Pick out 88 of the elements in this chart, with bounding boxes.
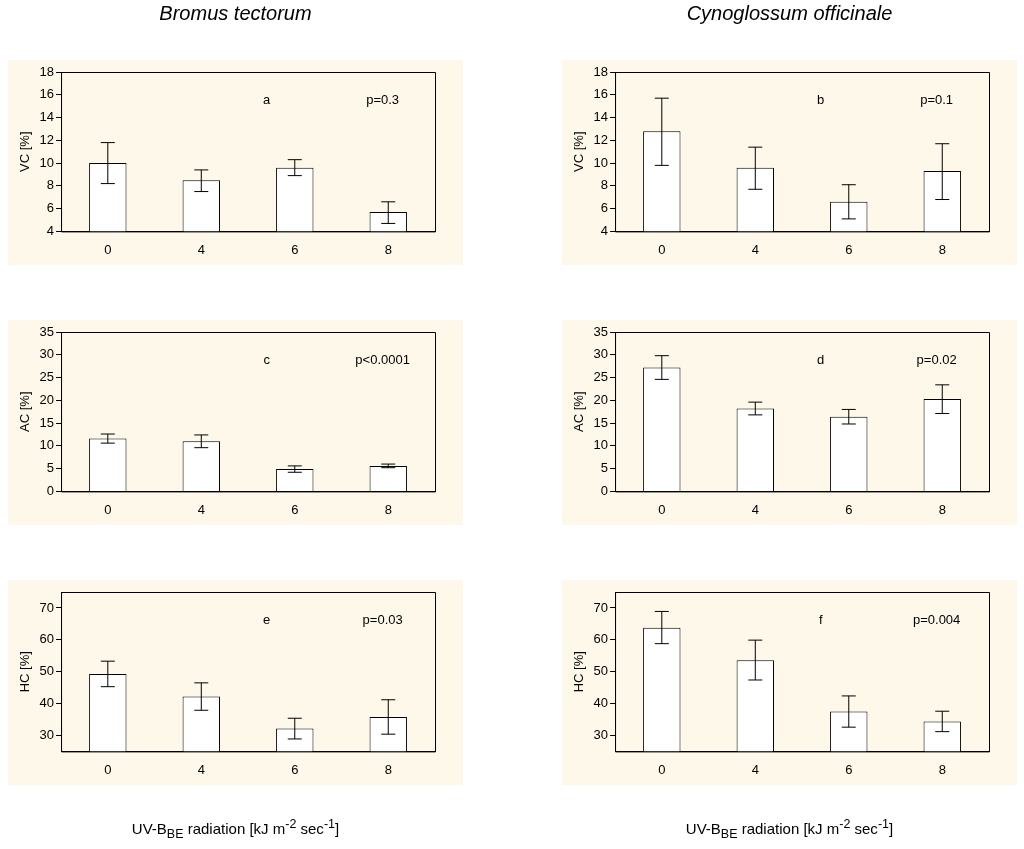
y-tick-label: 12: [593, 131, 609, 147]
x-tick-label: 8: [938, 501, 946, 517]
y-tick-label: 15: [39, 414, 55, 430]
x-tick-label: 6: [845, 761, 853, 777]
x-tick-label: 4: [197, 501, 205, 517]
y-tick-label: 30: [39, 346, 55, 362]
x-tick-label: 0: [104, 501, 112, 517]
x-tick-label: 8: [938, 241, 946, 257]
annotation: p=0.03: [362, 612, 403, 628]
x-tick-label: 8: [938, 761, 946, 777]
y-tick-label: 35: [39, 323, 55, 339]
y-tick-label: 0: [600, 482, 609, 498]
y-tick-label: 4: [600, 222, 609, 238]
y-axis-title: HC [%]: [571, 651, 587, 693]
y-tick-label: 16: [39, 86, 55, 102]
y-tick-label: 70: [593, 599, 609, 615]
chart-title: Cynoglossum officinale: [685, 2, 894, 25]
x-tick-label: 4: [197, 241, 205, 257]
y-tick-label: 40: [593, 695, 609, 711]
y-axis-title: HC [%]: [17, 651, 33, 693]
y-tick-label: 10: [39, 154, 55, 170]
y-tick-label: 6: [600, 200, 609, 216]
y-tick-label: 50: [593, 663, 609, 679]
y-tick-label: 0: [46, 482, 55, 498]
y-tick-label: 4: [46, 222, 55, 238]
x-tick-label: 0: [104, 761, 112, 777]
y-tick-label: 18: [39, 63, 55, 79]
y-axis-title: AC [%]: [571, 391, 587, 432]
annotation: d: [817, 352, 825, 368]
x-tick-label: 6: [291, 241, 299, 257]
annotation: p=0.1: [920, 92, 954, 108]
annotation: c: [263, 352, 271, 368]
y-tick-label: 20: [39, 391, 55, 407]
y-tick-label: 30: [593, 346, 609, 362]
y-tick-label: 6: [46, 200, 55, 216]
y-tick-label: 10: [593, 154, 609, 170]
y-tick-label: 35: [593, 323, 609, 339]
y-tick-label: 12: [39, 131, 55, 147]
y-tick-label: 60: [593, 631, 609, 647]
y-tick-label: 50: [39, 663, 55, 679]
y-tick-label: 20: [593, 391, 609, 407]
y-tick-label: 30: [593, 727, 609, 743]
annotation: p=0.3: [366, 92, 400, 108]
x-tick-label: 4: [751, 241, 759, 257]
y-tick-label: 14: [39, 109, 55, 125]
y-tick-label: 25: [593, 369, 609, 385]
x-tick-label: 0: [658, 501, 666, 517]
chart-title: Bromus tectorum: [158, 2, 313, 25]
x-tick-label: 6: [845, 501, 853, 517]
y-tick-label: 40: [39, 695, 55, 711]
y-tick-label: 5: [46, 460, 55, 476]
y-tick-label: 16: [593, 86, 609, 102]
x-tick-label: 4: [751, 761, 759, 777]
y-tick-label: 8: [46, 177, 55, 193]
x-tick-label: 6: [845, 241, 853, 257]
y-tick-label: 60: [39, 631, 55, 647]
y-axis-title: VC [%]: [571, 131, 587, 172]
y-axis-title: VC [%]: [17, 131, 33, 172]
x-tick-label: 0: [658, 241, 666, 257]
x-tick-label: 0: [104, 241, 112, 257]
x-tick-label: 4: [751, 501, 759, 517]
annotation: b: [817, 92, 825, 108]
y-tick-label: 10: [593, 437, 609, 453]
y-tick-label: 25: [39, 369, 55, 385]
y-axis-title: AC [%]: [17, 391, 33, 432]
x-tick-label: 6: [291, 501, 299, 517]
y-tick-label: 30: [39, 727, 55, 743]
annotation: f: [818, 612, 823, 628]
y-tick-label: 10: [39, 437, 55, 453]
y-tick-label: 18: [593, 63, 609, 79]
x-tick-label: 4: [197, 761, 205, 777]
annotation: p=0.02: [916, 352, 957, 368]
annotation: p<0.0001: [355, 352, 410, 368]
x-tick-label: 8: [384, 241, 392, 257]
x-axis-title: UV-B$_{BE}$ radiation [kJ m$^{-2}$ sec$^{-1}$]: [130, 817, 341, 841]
annotation: e: [263, 612, 271, 628]
x-tick-label: 0: [658, 761, 666, 777]
y-tick-label: 8: [600, 177, 609, 193]
annotation: a: [263, 92, 272, 108]
x-tick-label: 6: [291, 761, 299, 777]
annotation: p=0.004: [912, 612, 961, 628]
x-axis-title: UV-B$_{BE}$ radiation [kJ m$^{-2}$ sec$^{-1}$]: [684, 817, 895, 841]
x-tick-label: 8: [384, 501, 392, 517]
y-tick-label: 70: [39, 599, 55, 615]
y-tick-label: 15: [593, 414, 609, 430]
y-tick-label: 5: [600, 460, 609, 476]
x-tick-label: 8: [384, 761, 392, 777]
y-tick-label: 14: [593, 109, 609, 125]
